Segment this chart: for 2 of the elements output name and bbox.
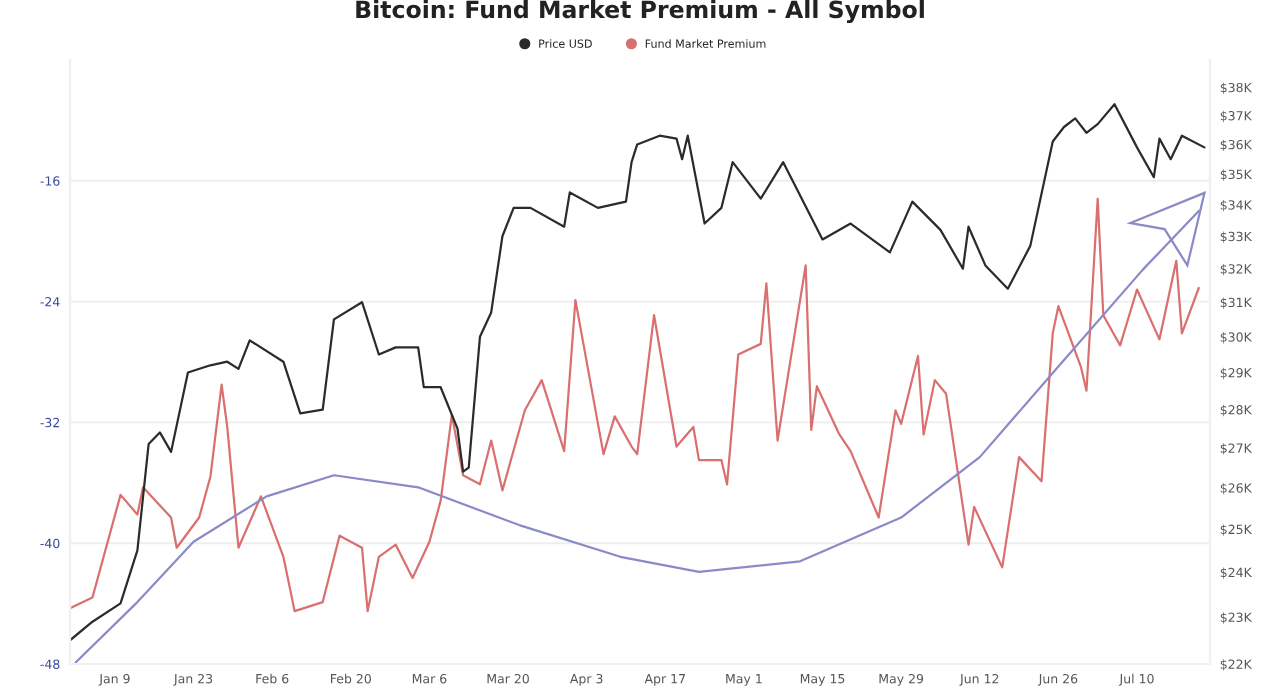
line-series [70, 103, 1206, 642]
chart-title: Bitcoin: Fund Market Premium - All Symbol [356, 0, 924, 24]
